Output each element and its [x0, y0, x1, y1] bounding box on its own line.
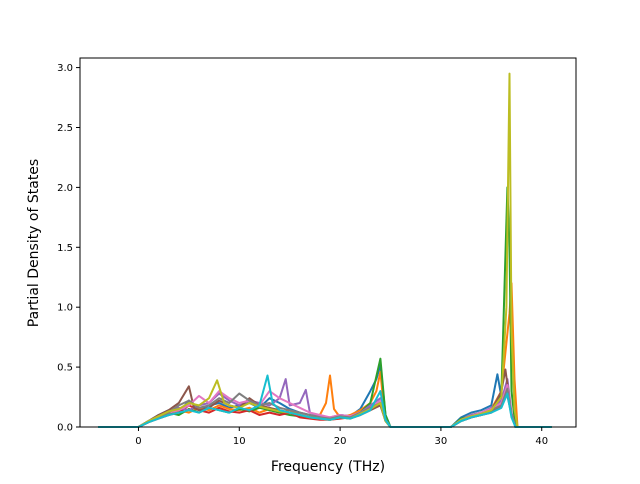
y-tick-label: 0.0 — [57, 423, 73, 434]
y-tick-label: 2.5 — [57, 123, 73, 134]
y-tick-label: 2.0 — [57, 183, 73, 194]
x-tick-label: 20 — [334, 436, 347, 447]
y-tick-label: 1.0 — [57, 303, 73, 314]
x-axis-label: Frequency (THz) — [271, 459, 385, 475]
y-tick-label: 1.5 — [57, 243, 73, 254]
y-tick-label: 0.5 — [57, 363, 73, 374]
y-tick-label: 3.0 — [57, 63, 73, 74]
y-axis-ticks: 0.0 0.5 1.0 1.5 2.0 2.5 3.0 — [57, 63, 80, 434]
series-line-10 — [98, 374, 552, 428]
plot-frame — [79, 57, 577, 428]
x-tick-label: 0 — [135, 436, 141, 447]
series-group — [98, 72, 552, 428]
x-tick-label: 40 — [535, 436, 548, 447]
x-tick-label: 30 — [435, 436, 448, 447]
x-tick-label: 10 — [233, 436, 246, 447]
y-axis-label: Partial Density of States — [26, 159, 42, 327]
x-axis-ticks: 0 10 20 30 40 — [135, 427, 548, 447]
